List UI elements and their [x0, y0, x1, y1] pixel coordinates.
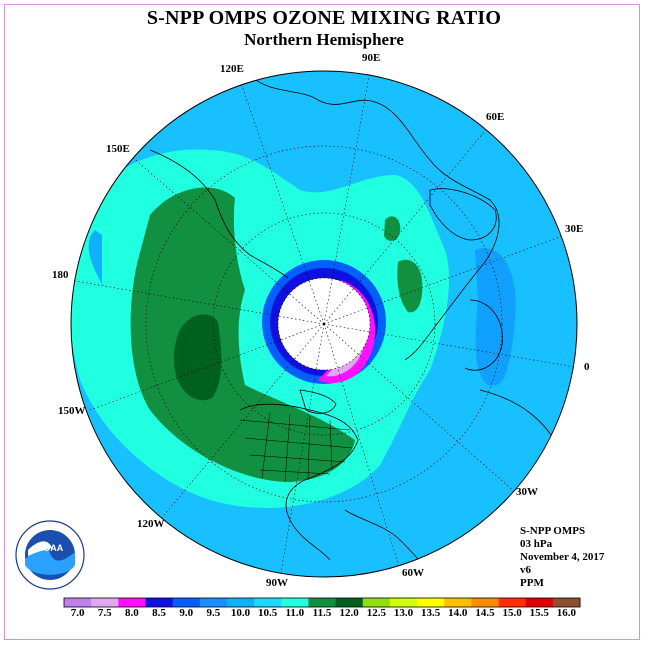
- meridian-120e: [239, 79, 325, 325]
- state-grid-lines: [239, 419, 353, 475]
- colorbar-tick-label: 12.5: [366, 607, 386, 619]
- latitude-circle-0: [145, 145, 503, 503]
- lon-label-0: 0: [584, 361, 590, 373]
- colorbar: [63, 597, 581, 608]
- lon-label-90e: 90E: [362, 52, 381, 64]
- colorbar-tick-label: 9.0: [179, 607, 194, 619]
- colorbar-tick-label: 8.0: [125, 607, 139, 619]
- map-title: S-NPP OMPS OZONE MIXING RATIO: [146, 7, 502, 29]
- colorbar-outline: [63, 597, 581, 608]
- lon-label-150w: 150W: [58, 405, 86, 417]
- info-version: v6: [520, 564, 531, 576]
- field-10-patch: [88, 230, 102, 285]
- scandinavia-coast: [429, 188, 497, 241]
- colorbar-tick-label: 10.5: [258, 607, 278, 619]
- meridian-30e: [323, 234, 566, 325]
- info-date: November 4, 2017: [520, 551, 605, 563]
- hudson-bay-coast: [299, 389, 337, 414]
- colorbar-tick-label: 16.0: [556, 607, 577, 619]
- latitude-circle-60: [277, 277, 371, 371]
- lon-label-150e: 150E: [106, 143, 130, 155]
- lon-label-30w: 30W: [516, 486, 538, 498]
- colorbar-swatch: [199, 598, 228, 607]
- colorbar-swatch: [417, 598, 445, 607]
- colorbar-tick-label: 11.0: [285, 607, 305, 619]
- colorbar-tick-label: 7.0: [70, 607, 85, 619]
- colorbar-swatch: [91, 598, 119, 607]
- meridian-0: [323, 323, 577, 369]
- info-level: 03 hPa: [520, 538, 553, 550]
- meridian-60w: [323, 323, 401, 571]
- colorbar-tick-label: 11.5: [312, 607, 332, 619]
- info-instrument: S-NPP OMPS: [520, 525, 586, 537]
- lon-label-60e: 60E: [486, 111, 505, 123]
- colorbar-swatch: [226, 598, 255, 607]
- field-9-5-patch: [475, 248, 516, 386]
- coastlines: [149, 74, 561, 576]
- eurasia-coast: [249, 74, 500, 361]
- colorbar-tick-label: 14.5: [475, 607, 495, 619]
- map-boundary: [70, 70, 578, 578]
- state-grid-meridians: [261, 411, 333, 483]
- lon-label-90w: 90W: [266, 577, 288, 589]
- colorbar-tick-label: 13.0: [393, 607, 414, 619]
- colorbar-tick-label: 9.5: [206, 607, 221, 619]
- lon-label-30e: 30E: [565, 223, 584, 235]
- north-america-coast: [239, 403, 359, 561]
- meridian-150e: [129, 154, 325, 325]
- colorbar-tick-label: 10.0: [230, 607, 251, 619]
- colorbar-swatch: [362, 598, 391, 607]
- colorbar-tick-label: 15.0: [502, 607, 522, 619]
- field-12-contour: [173, 314, 222, 401]
- colorbar-tick-label: 12.0: [339, 607, 359, 619]
- field-11-5-contour: [130, 187, 355, 483]
- graticule: [71, 71, 577, 577]
- colorbar-swatch: [389, 598, 418, 607]
- colorbar-swatch: [64, 598, 92, 607]
- field-11-5-patch-b: [397, 259, 423, 313]
- meridian-180: [71, 279, 325, 325]
- field-11-5-patch-a: [384, 216, 401, 241]
- meridian-120w: [159, 323, 325, 521]
- figure-frame: [4, 4, 640, 640]
- colorbar-swatch: [444, 598, 472, 607]
- info-unit: PPM: [520, 577, 544, 589]
- colorbar-swatch: [525, 598, 554, 607]
- lon-label-180: 180: [52, 269, 69, 281]
- east-asia-coast: [149, 149, 289, 279]
- colorbar-tick-label: 15.5: [529, 607, 549, 619]
- lon-label-120e: 120E: [220, 63, 244, 75]
- colorbar-swatch: [254, 598, 282, 607]
- colorbar-tick-label: 14.0: [448, 607, 468, 619]
- colorbar-swatch: [118, 598, 146, 607]
- colorbar-tick-label: 7.5: [97, 607, 112, 619]
- colorbar-swatch: [145, 598, 174, 607]
- lon-label-120w: 120W: [137, 518, 165, 530]
- colorbar-swatch: [498, 598, 527, 607]
- map-subtitle: Northern Hemisphere: [244, 30, 404, 49]
- colorbar-tick-label: 8.5: [152, 607, 166, 619]
- lon-label-60w: 60W: [402, 567, 424, 579]
- colorbar-swatch: [471, 598, 500, 607]
- logo-wave: [25, 546, 75, 575]
- meridian-90e: [323, 71, 371, 325]
- europe-west-coast: [464, 299, 503, 371]
- meridian-90w: [279, 323, 325, 577]
- colorbar-swatch: [281, 598, 309, 607]
- colorbar-tick-label: 13.5: [421, 607, 441, 619]
- logo-text: NOAA: [37, 543, 64, 553]
- logo-gull: [28, 541, 52, 556]
- state-borders: [239, 411, 353, 483]
- latitude-circle-30: [212, 212, 436, 436]
- colorbar-swatch: [335, 598, 364, 607]
- colorbar-swatch: [552, 598, 581, 607]
- meridian-150w: [89, 323, 325, 411]
- colorbar-swatch: [172, 598, 201, 607]
- noaa-logo: NOAA: [15, 520, 85, 590]
- ozone-field: [71, 71, 577, 577]
- colorbar-swatch: [308, 598, 337, 607]
